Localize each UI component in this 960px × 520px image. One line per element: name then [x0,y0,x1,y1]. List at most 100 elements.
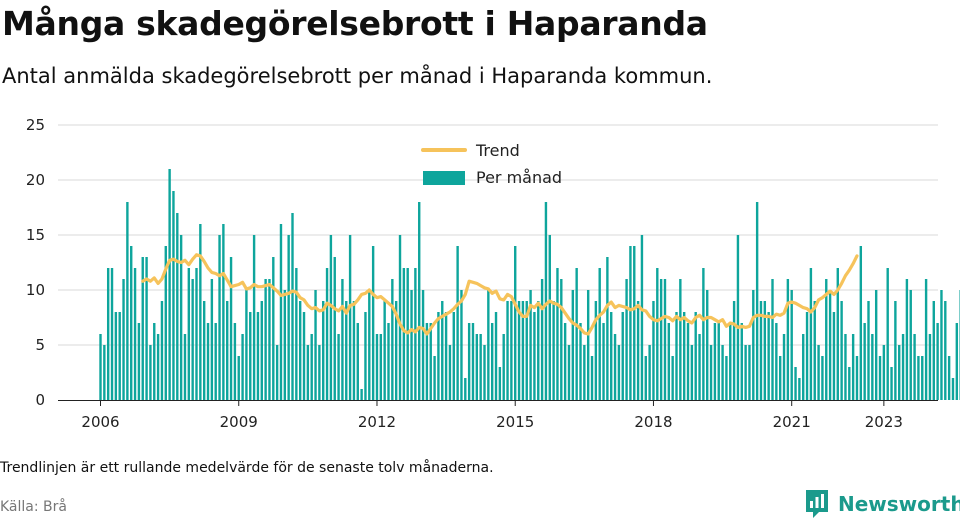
bar [798,378,801,400]
bar [932,301,935,400]
bar [663,279,667,400]
bar [717,323,720,400]
bar [322,301,325,400]
bar [306,345,310,400]
y-tick-label: 0 [35,391,45,409]
y-tick-label: 15 [26,226,45,244]
bar [314,290,317,400]
bar [694,312,697,400]
bar [156,334,160,400]
bar [275,345,279,400]
bar [533,312,536,400]
bar [99,334,102,400]
bar [287,235,290,400]
bar [548,235,551,400]
legend-trend-label: Trend [475,141,520,160]
bar [506,301,509,400]
bar [752,290,755,400]
bar [782,334,786,400]
x-tick-label: 2015 [496,413,534,431]
bar [844,334,847,400]
bar [621,312,624,400]
bar [329,235,333,400]
bar [540,279,544,400]
bar [686,323,690,400]
bar [429,323,432,400]
bar [633,246,636,400]
bar [490,323,494,400]
bar [832,312,836,400]
bar [713,323,717,400]
x-tick-label: 2006 [81,413,119,431]
bar [679,279,682,400]
bar [594,301,598,400]
bar [851,334,855,400]
bar [391,279,394,400]
bar [114,312,118,400]
bar [909,290,912,400]
bar [195,268,198,400]
bar [671,356,674,400]
bar [855,356,859,400]
bar [348,235,352,400]
bar [233,323,237,400]
bar [272,257,275,400]
bar [375,334,379,400]
bar [690,345,694,400]
bar [625,279,628,400]
bar [291,213,294,400]
bar [778,356,782,400]
bar [675,312,678,400]
bar [556,268,559,400]
bar [529,290,532,400]
y-tick-label: 25 [26,116,45,134]
bar [383,301,386,400]
bar [444,312,448,400]
bar [302,312,306,400]
bar [610,312,613,400]
bar [364,312,367,400]
bar [790,290,793,400]
bar [951,378,955,400]
bar [583,345,586,400]
bar [202,301,206,400]
bar [955,323,959,400]
legend-bars-label: Per månad [476,168,562,187]
bar [410,290,413,400]
bar [537,301,540,400]
bar [356,323,359,400]
bar [936,323,939,400]
bar [521,301,525,400]
bar [947,356,951,400]
bar [921,356,924,400]
bar [825,279,828,400]
bar [771,279,774,400]
bar [210,279,214,400]
bar [775,323,778,400]
bar [425,323,429,400]
bar [460,290,463,400]
bar [295,268,298,400]
bar [264,279,267,400]
bar [352,301,356,400]
x-tick-label: 2012 [358,413,396,431]
bar [110,268,114,400]
bar [172,191,175,400]
legend: Trend Per månad [421,141,562,187]
bar [644,356,647,400]
bar [571,290,575,400]
bar [640,235,644,400]
bar [502,334,505,400]
bar [544,202,548,400]
bar [179,235,183,400]
bar [479,334,482,400]
bar [886,268,889,400]
x-tick-label: 2021 [773,413,811,431]
bar [867,301,870,400]
bar [590,356,594,400]
bar [260,301,263,400]
bar [494,312,498,400]
bar [698,334,701,400]
bar [183,334,187,400]
bar [871,334,874,400]
